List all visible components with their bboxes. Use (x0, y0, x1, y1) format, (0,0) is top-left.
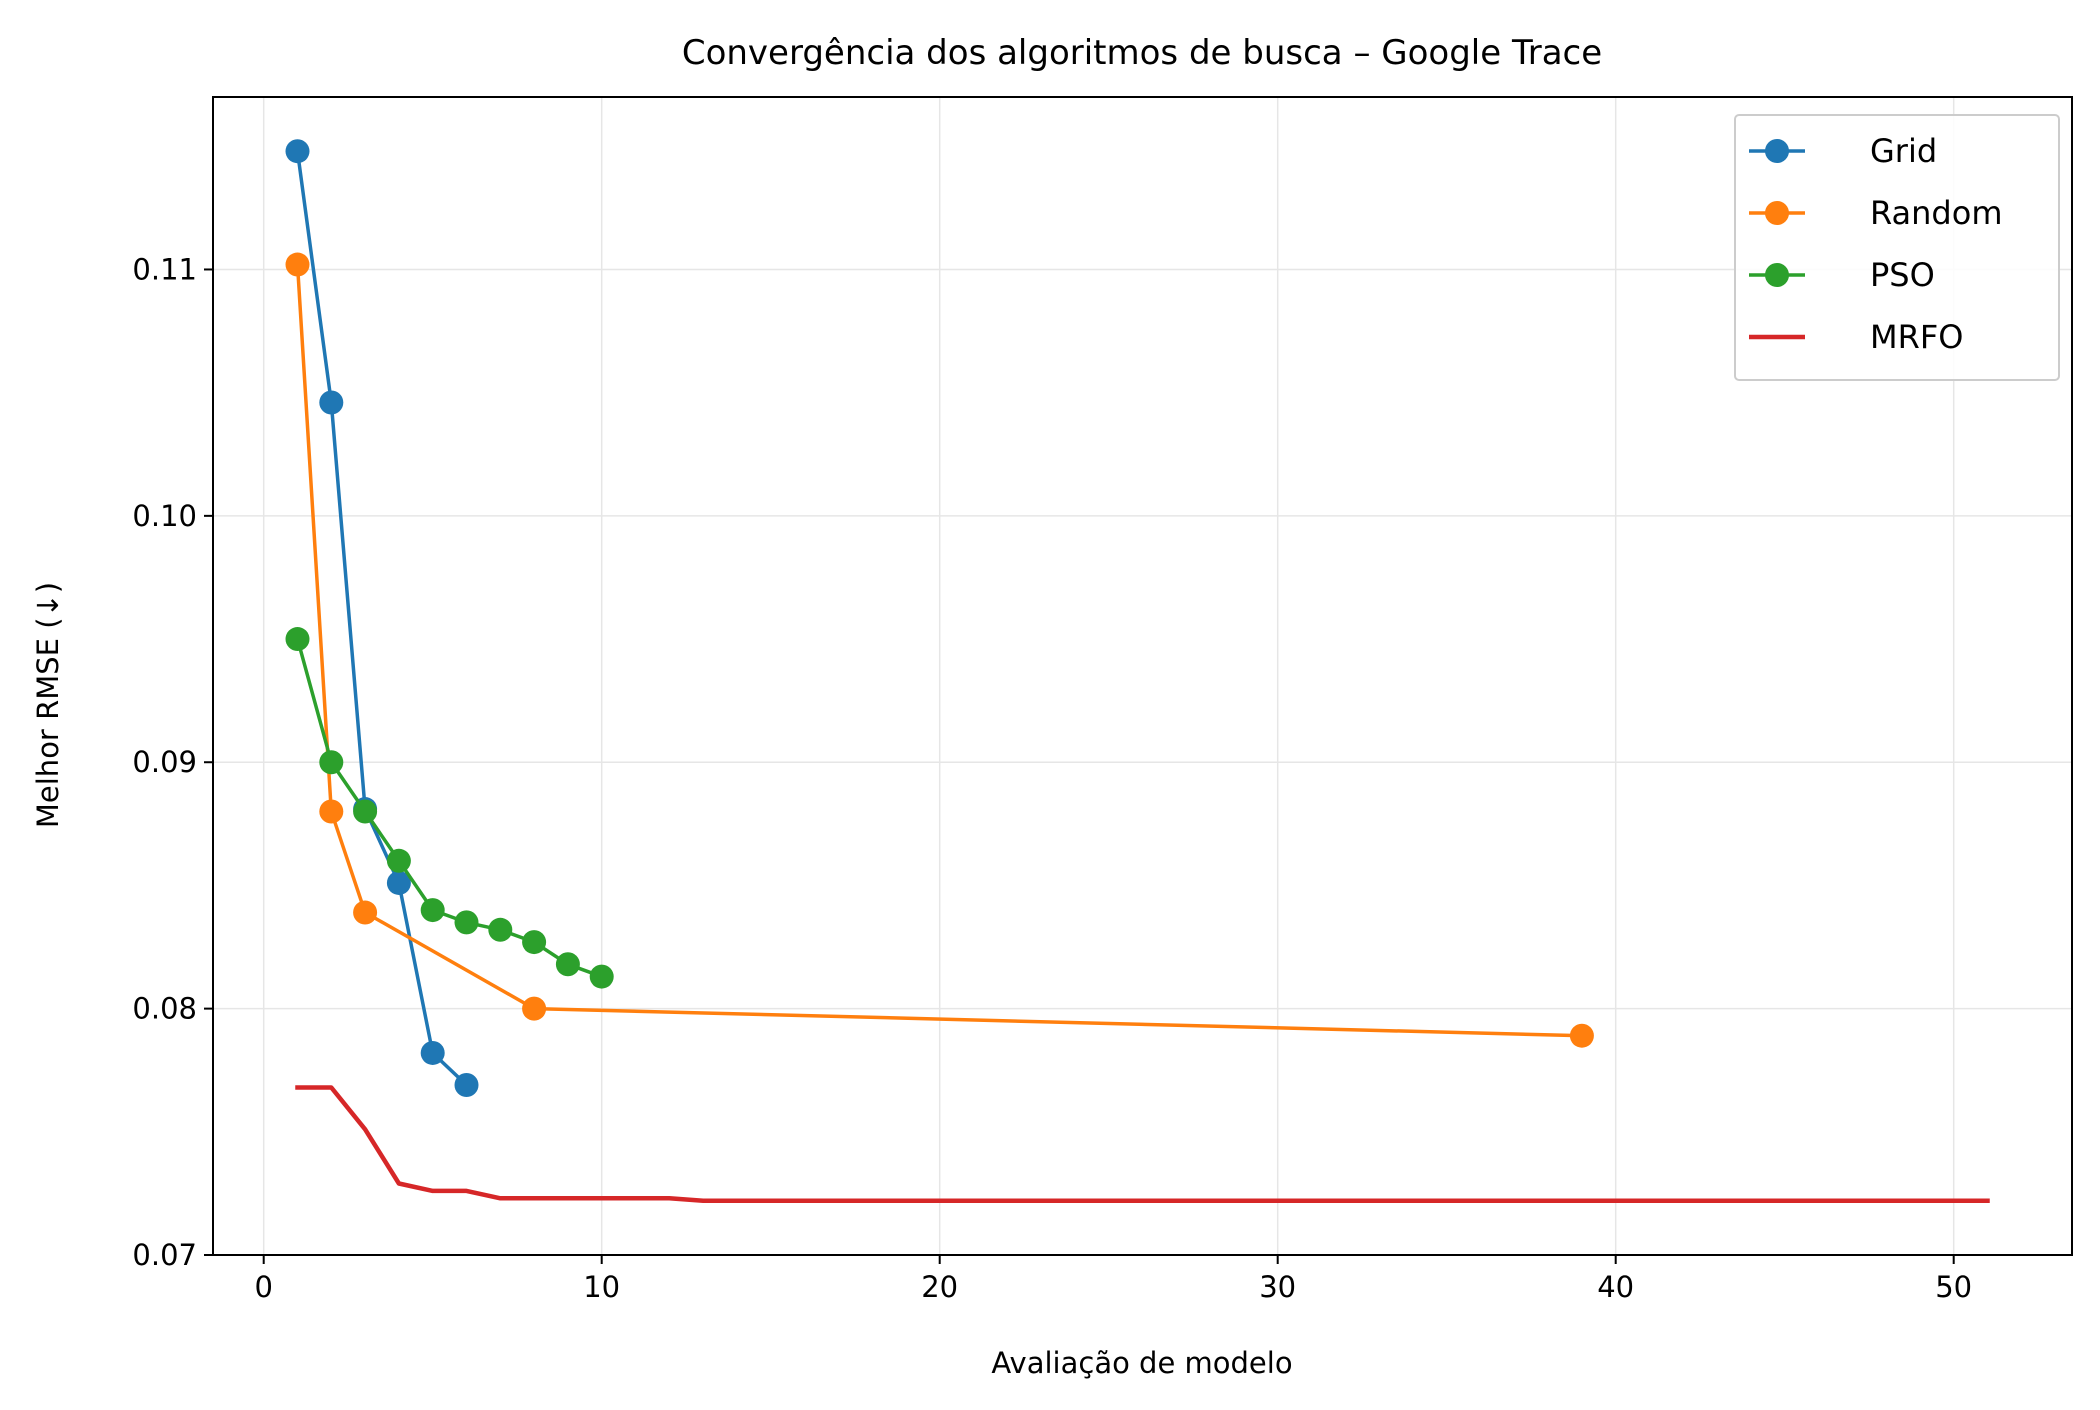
data-point-random (285, 252, 310, 277)
legend-marker-pso (1765, 263, 1789, 287)
y-tick-label: 0.08 (132, 992, 197, 1026)
series-mrfo (295, 1085, 1990, 1204)
legend-item-random: Random (1749, 194, 2002, 232)
data-point-pso (555, 952, 580, 977)
x-tick-label: 20 (921, 1270, 958, 1304)
legend-label-grid: Grid (1870, 132, 1937, 170)
chart-title: Convergência dos algoritmos de busca – G… (682, 33, 1602, 73)
data-point-grid (285, 139, 310, 164)
data-point-pso (353, 799, 378, 824)
x-tick-label: 30 (1259, 1270, 1296, 1304)
data-point-grid (386, 870, 411, 895)
y-tick-label: 0.09 (132, 745, 197, 779)
y-tick-label: 0.11 (132, 252, 197, 286)
legend-item-mrfo: MRFO (1749, 318, 1963, 356)
series-line-mrfo (295, 1085, 1990, 1204)
legend-box (1734, 114, 2060, 381)
legend: Grid Random PSO MRFO (1734, 114, 2060, 381)
x-tick-label: 40 (1597, 1270, 1634, 1304)
data-point-random (1569, 1023, 1594, 1048)
legend-label-pso: PSO (1870, 256, 1935, 294)
data-point-grid (420, 1040, 445, 1065)
axes-frame (212, 96, 2073, 1256)
data-point-grid (454, 1072, 479, 1097)
x-tick-label: 0 (254, 1270, 272, 1304)
data-point-random (353, 900, 378, 925)
data-point-grid (319, 390, 344, 415)
series-random (285, 252, 1594, 1048)
legend-label-random: Random (1870, 194, 2002, 232)
data-point-pso (454, 910, 479, 935)
legend-marker-random (1765, 201, 1789, 225)
y-tick-label: 0.07 (132, 1238, 197, 1272)
x-tick-label: 10 (583, 1270, 620, 1304)
legend-marker-grid (1765, 139, 1789, 163)
legend-item-pso: PSO (1749, 256, 1935, 294)
x-tick-label: 50 (1935, 1270, 1972, 1304)
data-point-pso (522, 930, 547, 955)
data-point-pso (285, 627, 310, 652)
data-point-random (522, 996, 547, 1021)
data-point-pso (319, 750, 344, 775)
data-point-pso (589, 964, 614, 989)
data-point-pso (420, 898, 445, 923)
data-point-random (319, 799, 344, 824)
legend-item-grid: Grid (1749, 132, 1937, 170)
x-axis-label: Avaliação de modelo (991, 1346, 1292, 1380)
series-pso (285, 627, 614, 989)
legend-label-mrfo: MRFO (1870, 318, 1963, 356)
series-grid (285, 139, 479, 1097)
data-point-pso (488, 917, 513, 942)
series-line-pso (295, 636, 604, 979)
axis-ticks: 0 10 20 30 40 50 0.07 0.08 0.09 0.10 0.11 (132, 252, 1972, 1304)
plot-series (285, 139, 1990, 1204)
y-axis-label: Melhor RMSE (↓) (31, 582, 65, 828)
data-point-pso (386, 848, 411, 873)
y-tick-label: 0.10 (132, 499, 197, 533)
